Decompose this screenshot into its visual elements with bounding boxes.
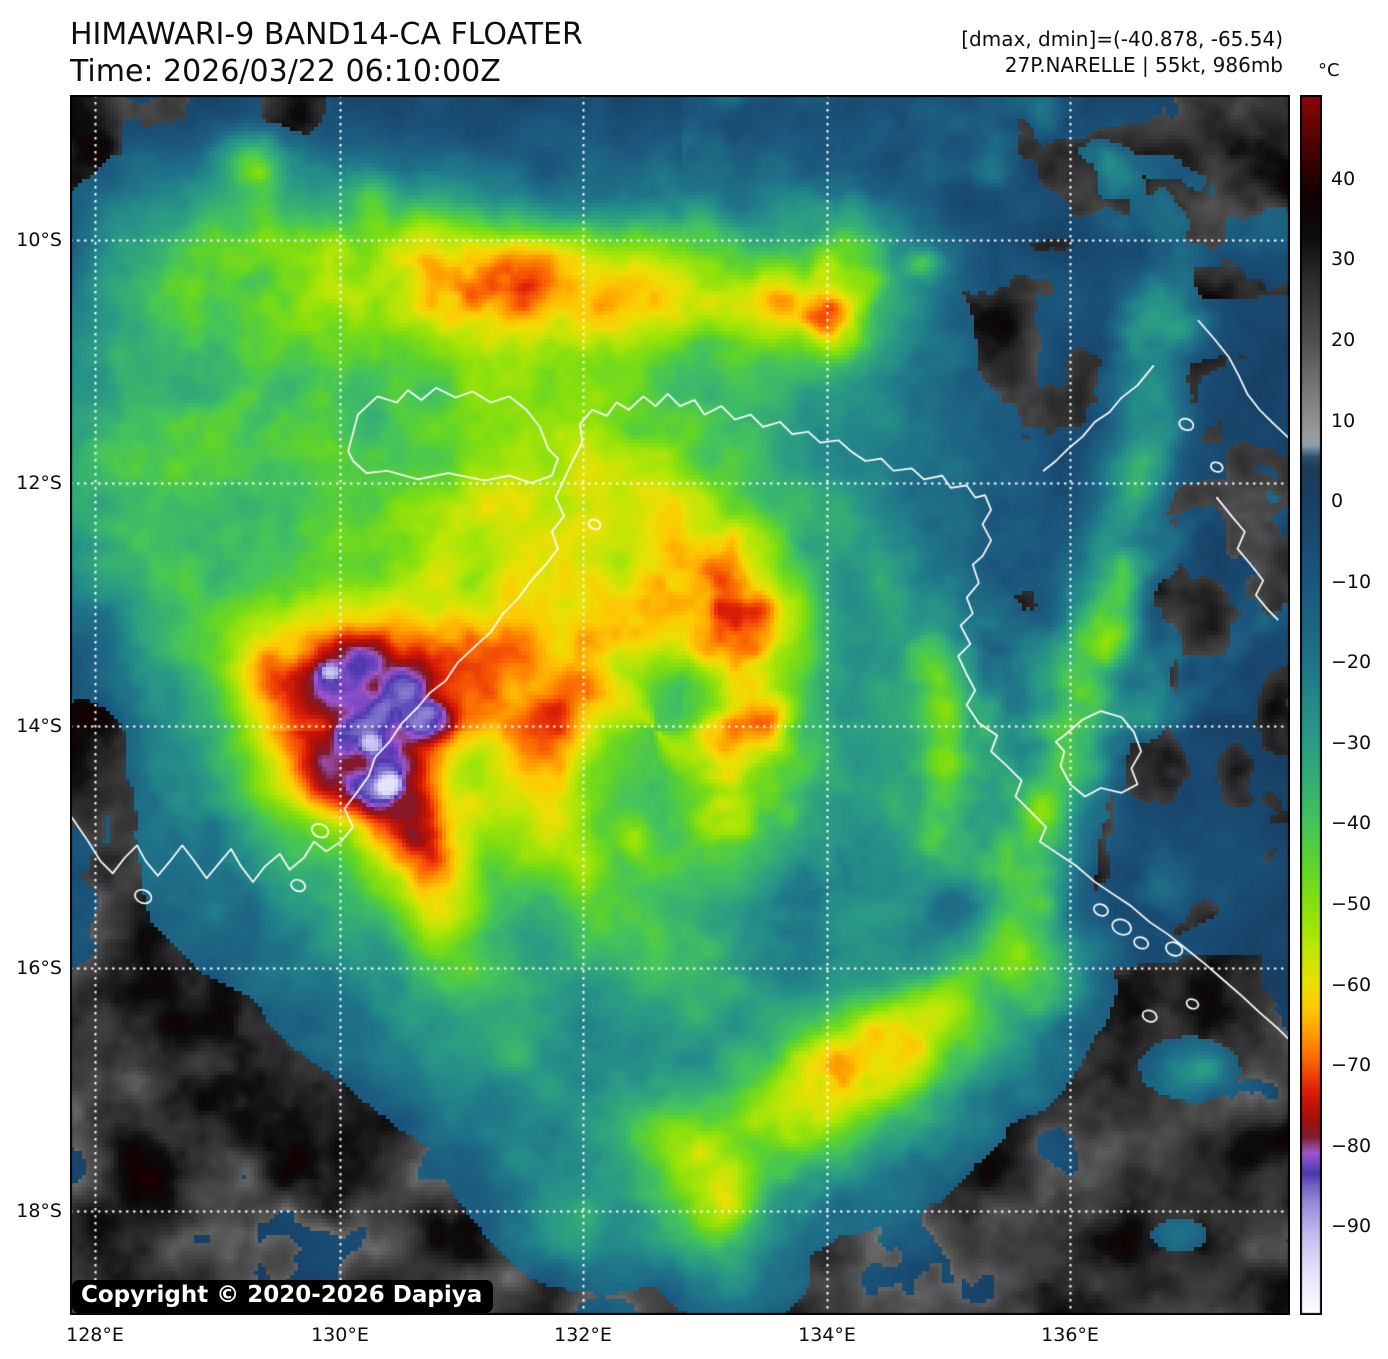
colorbar-tick-label: −90 [1331, 1215, 1372, 1238]
longitude-tick-label: 132°E [554, 1324, 612, 1346]
latitude-tick-label: 10°S [16, 229, 62, 252]
satellite-map: Copyright © 2020-2026 Dapiya [70, 95, 1290, 1315]
colorbar-tick-label: 30 [1331, 248, 1356, 271]
colorbar-tick-label: 0 [1331, 490, 1344, 513]
temperature-colorbar [1300, 95, 1322, 1315]
colorbar-unit-label: °C [1318, 60, 1340, 81]
colorbar-tick-label: 40 [1331, 167, 1356, 190]
latitude-tick-label: 14°S [16, 714, 62, 737]
longitude-tick-label: 128°E [66, 1324, 124, 1346]
latitude-tick-label: 18°S [16, 1200, 62, 1223]
colorbar-tick-label: −10 [1331, 570, 1372, 593]
colorbar-tick-label: 20 [1331, 328, 1356, 351]
colorbar-tick-label: 10 [1331, 409, 1356, 432]
longitude-tick-label: 136°E [1041, 1324, 1099, 1346]
storm-intensity-readout: 27P.NARELLE | 55kt, 986mb [1004, 53, 1283, 77]
colorbar-tick-label: −50 [1331, 893, 1372, 916]
colorbar-tick-label: −30 [1331, 731, 1372, 754]
colorbar-tick-label: −60 [1331, 973, 1372, 996]
copyright-badge: Copyright © 2020-2026 Dapiya [72, 1280, 494, 1313]
colorbar-tick-label: −20 [1331, 651, 1372, 674]
grid-coastline-overlay [70, 95, 1290, 1315]
longitude-tick-label: 134°E [798, 1324, 856, 1346]
longitude-tick-label: 130°E [311, 1324, 369, 1346]
colorbar-tick-label: −80 [1331, 1134, 1372, 1157]
colorbar-tick-label: −40 [1331, 812, 1372, 835]
timestamp: Time: 2026/03/22 06:10:00Z [70, 54, 501, 89]
latitude-tick-label: 16°S [16, 957, 62, 980]
dmax-dmin-readout: [dmax, dmin]=(-40.878, -65.54) [961, 27, 1283, 51]
page-title: HIMAWARI-9 BAND14-CA FLOATER [70, 17, 583, 52]
latitude-tick-label: 12°S [16, 471, 62, 494]
header-left: HIMAWARI-9 BAND14-CA FLOATER Time: 2026/… [70, 16, 583, 90]
header-right: [dmax, dmin]=(-40.878, -65.54) 27P.NAREL… [700, 26, 1283, 78]
colorbar-tick-label: −70 [1331, 1054, 1372, 1077]
